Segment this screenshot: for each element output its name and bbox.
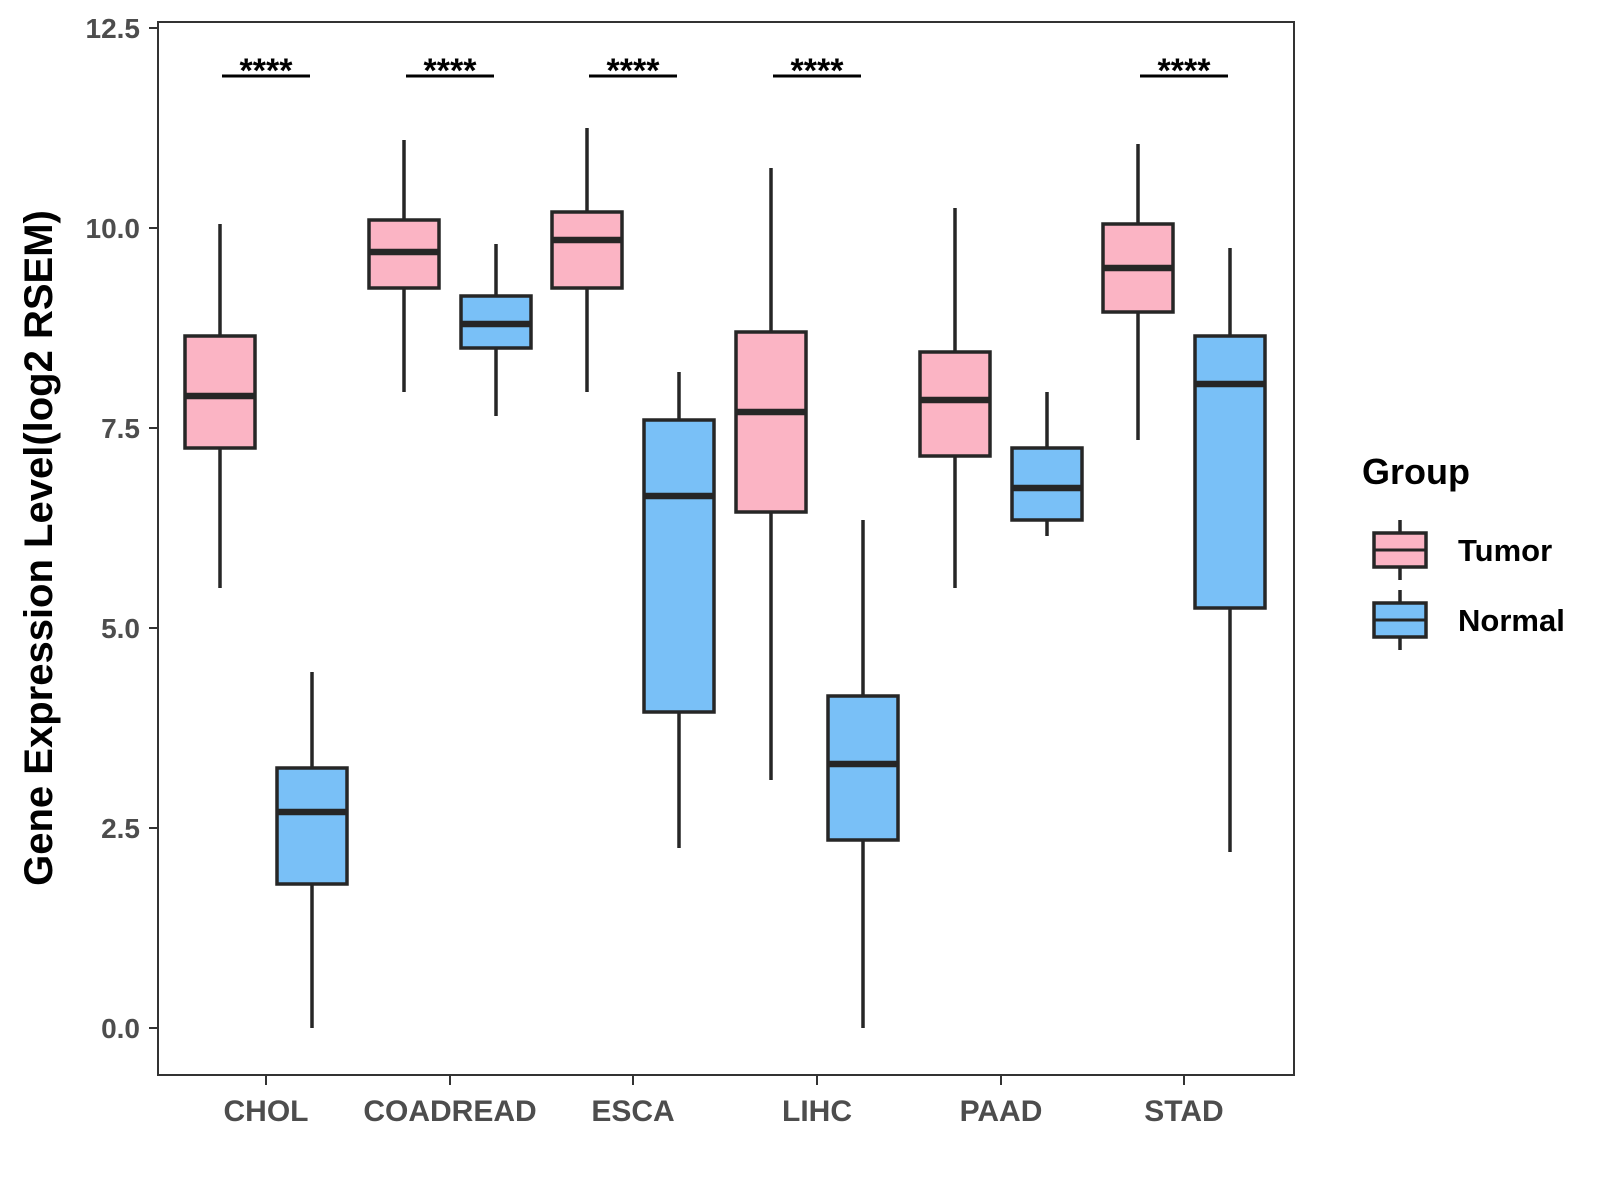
box-iqr: [183, 334, 257, 450]
box-iqr: [918, 350, 992, 458]
x-tick-label: LIHC: [782, 1095, 852, 1128]
box-iqr: [826, 694, 900, 842]
x-tick-label: COADREAD: [363, 1095, 536, 1128]
y-tick-label: 0.0: [101, 1013, 140, 1044]
x-axis: CHOL COADREAD ESCA LIHC PAAD STAD: [224, 1075, 1224, 1128]
y-tick-label: 12.5: [86, 13, 141, 44]
y-axis-title: Gene Expression Level(log2 RSEM): [17, 210, 61, 886]
significance-label: ****: [791, 52, 845, 90]
significance-label: ****: [607, 52, 661, 90]
significance-stad: ****: [1140, 52, 1228, 90]
tumor-box: [183, 224, 257, 588]
tumor-box: [734, 168, 808, 780]
normal-box: [642, 372, 716, 848]
box-iqr: [275, 766, 349, 886]
box-iqr: [642, 418, 716, 714]
legend-title: Group: [1362, 451, 1470, 492]
normal-box: [1193, 248, 1267, 852]
legend-label: Normal: [1458, 603, 1565, 638]
significance-chol: ****: [222, 52, 310, 90]
normal-box: [459, 244, 533, 416]
box-iqr: [1193, 334, 1267, 610]
tumor-box: [367, 140, 441, 392]
y-tick-label: 7.5: [101, 413, 140, 444]
legend-label: Tumor: [1458, 533, 1552, 568]
tumor-box: [918, 208, 992, 588]
significance-annotations: **** **** **** **** ****: [222, 52, 1228, 90]
legend-entry-tumor: Tumor: [1372, 520, 1552, 580]
significance-label: ****: [240, 52, 294, 90]
y-tick-label: 10.0: [86, 213, 141, 244]
x-tick-label: STAD: [1144, 1095, 1223, 1128]
legend: Group Tumor Normal: [1362, 451, 1565, 650]
significance-label: ****: [424, 52, 478, 90]
box-iqr: [734, 330, 808, 514]
box-series: [183, 128, 1267, 1028]
x-tick-label: PAAD: [960, 1095, 1043, 1128]
legend-entry-normal: Normal: [1372, 590, 1565, 650]
tumor-box: [1101, 144, 1175, 440]
box-iqr: [1010, 446, 1084, 522]
significance-label: ****: [1158, 52, 1212, 90]
plot-panel-border: [157, 21, 1295, 1076]
y-tick-label: 5.0: [101, 613, 140, 644]
y-tick-label: 2.5: [101, 813, 140, 844]
significance-esca: ****: [589, 52, 677, 90]
normal-box: [275, 672, 349, 1028]
x-tick-label: ESCA: [591, 1095, 674, 1128]
x-tick-label: CHOL: [224, 1095, 309, 1128]
y-axis: 0.0 2.5 5.0 7.5 10.0 12.5: [86, 13, 158, 1044]
normal-box: [826, 520, 900, 1028]
significance-lihc: ****: [773, 52, 861, 90]
normal-box: [1010, 392, 1084, 536]
box-iqr: [550, 210, 624, 290]
tumor-box: [550, 128, 624, 392]
significance-coadread: ****: [406, 52, 494, 90]
